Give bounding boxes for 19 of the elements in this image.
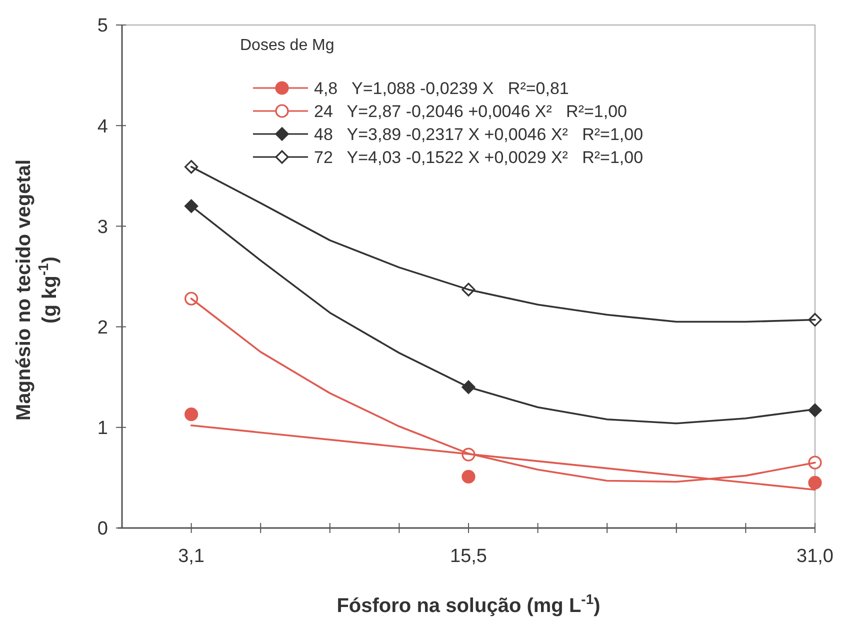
- point: [184, 408, 198, 422]
- x-tick-label: 3,1: [178, 546, 205, 567]
- point: [184, 199, 198, 213]
- x-axis-title: Fósforo na solução (mg L$^{-1}$): [336, 591, 600, 617]
- y-tick-label: 1: [97, 418, 108, 440]
- legend-label: 48 Y=3,89 -0,2317 X +0,0046 X² R²=1,00: [314, 124, 644, 144]
- y-tick-label: 2: [97, 317, 108, 338]
- legend-label: 4,8 Y=1,088 -0,0239 X R²=0,81: [314, 78, 569, 98]
- legend-label: 24 Y=2,87 -0,2046 +0,0046 X² R²=1,00: [314, 102, 627, 121]
- x-tick-label: 15,5: [450, 546, 487, 567]
- point: [808, 476, 822, 490]
- y-tick-label: 0: [97, 518, 108, 540]
- legend-label: 72 Y=4,03 -0,1522 X +0,0029 X² R²=1,00: [314, 148, 644, 167]
- y-tick-label: 5: [97, 16, 108, 37]
- x-tick-label: 31,0: [796, 546, 834, 567]
- y-tick-label: 4: [97, 116, 108, 138]
- point: [462, 470, 476, 484]
- legend-title: Doses de Mg: [240, 37, 334, 54]
- y-tick-label: 3: [97, 216, 108, 238]
